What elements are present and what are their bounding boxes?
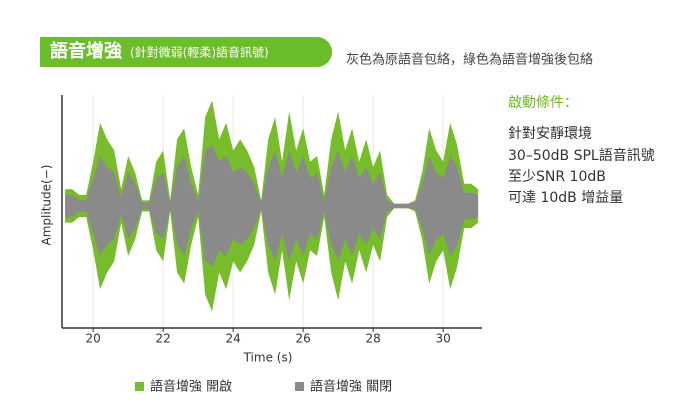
- x-tick-label: 22: [156, 332, 171, 346]
- legend-label: 語音增強 關閉: [310, 379, 392, 395]
- conditions-heading: 啟動條件：: [508, 95, 578, 111]
- envelope-area: [65, 144, 479, 267]
- legend-swatch: [135, 382, 144, 391]
- condition-item: 可達 10dB 增益量: [508, 190, 623, 206]
- x-axis-label: Time (s): [243, 351, 293, 365]
- legend-label: 語音增強 開啟: [150, 379, 232, 395]
- condition-item: 針對安靜環境: [508, 126, 592, 142]
- chart-subtitle: (針對微弱(輕柔)語音訊號): [130, 45, 269, 60]
- legend-swatch: [295, 382, 304, 391]
- x-tick-label: 20: [86, 332, 101, 346]
- title-banner: [40, 37, 332, 67]
- x-tick-label: 24: [226, 332, 241, 346]
- x-tick-label: 26: [296, 332, 311, 346]
- condition-item: 至少SNR 10dB: [508, 169, 606, 185]
- plot-area: [65, 95, 479, 328]
- y-axis-label: Amplitude(−): [40, 165, 54, 246]
- note: 灰色為原語音包絡，綠色為語音增強後包絡: [346, 52, 593, 68]
- chart-title: 語音增強: [50, 40, 122, 62]
- title-banner-corner: [40, 37, 80, 67]
- x-tick-label: 28: [366, 332, 381, 346]
- x-tick-label: 30: [436, 332, 451, 346]
- condition-item: 30–50dB SPL語音訊號: [508, 147, 655, 164]
